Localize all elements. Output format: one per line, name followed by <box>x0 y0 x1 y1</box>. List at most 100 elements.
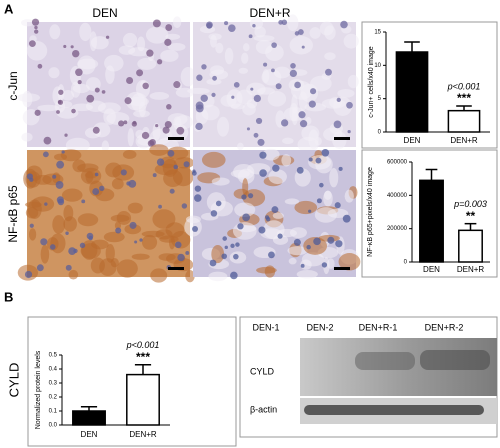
nucleus <box>228 24 236 32</box>
nucleus <box>191 170 197 176</box>
nucleus <box>222 236 227 241</box>
cell <box>131 253 150 260</box>
cell <box>122 149 137 159</box>
panel-label: B <box>4 289 13 304</box>
cell <box>52 215 66 234</box>
cell <box>124 224 142 235</box>
cell <box>90 36 109 50</box>
nucleus <box>209 259 217 267</box>
cell <box>294 200 318 215</box>
nucleus <box>313 237 321 246</box>
nucleus <box>250 87 254 91</box>
nucleus <box>235 242 240 247</box>
nucleus <box>56 110 60 114</box>
nucleus <box>200 94 208 102</box>
nucleus <box>126 181 131 186</box>
p-value: p<0.001 <box>126 340 160 350</box>
cell <box>324 52 336 61</box>
x-tick-label: DEN+R <box>457 265 485 274</box>
cell <box>105 162 122 178</box>
nucleus <box>55 181 64 189</box>
nucleus <box>65 231 69 235</box>
cell <box>127 127 135 147</box>
nucleus <box>177 253 185 262</box>
nucleus <box>34 109 41 116</box>
cell <box>172 166 194 187</box>
nucleus <box>271 206 279 214</box>
cell <box>174 115 193 130</box>
nucleus <box>174 241 182 249</box>
nucleus <box>92 188 100 196</box>
x-tick-label: DEN <box>423 265 440 274</box>
cell <box>141 234 158 250</box>
cell <box>327 258 335 269</box>
cell <box>149 92 170 100</box>
cell <box>68 269 79 280</box>
nucleus <box>118 120 125 127</box>
nucleus <box>176 126 185 135</box>
cell <box>288 257 297 265</box>
nucleus <box>263 62 268 67</box>
scale-bar <box>168 267 184 270</box>
nucleus <box>81 199 86 204</box>
nucleus <box>248 193 254 199</box>
nucleus <box>196 74 203 81</box>
nucleus <box>308 209 312 213</box>
cell <box>65 137 90 153</box>
nucleus <box>131 121 138 127</box>
scale-bar <box>334 137 350 140</box>
nucleus <box>92 126 100 134</box>
nucleus <box>24 270 33 279</box>
nucleus <box>120 169 127 176</box>
nucleus <box>44 202 48 206</box>
nucleus <box>233 253 239 260</box>
nucleus <box>231 95 235 99</box>
blot-row-label: β-actin <box>250 404 277 414</box>
y-tick-label: 0.1 <box>49 409 58 415</box>
nucleus <box>72 49 80 58</box>
nucleus <box>29 223 34 228</box>
nucleus <box>334 202 341 209</box>
nucleus <box>49 244 56 250</box>
bar <box>447 109 481 133</box>
nucleus <box>211 92 216 98</box>
y-tick-label: 0.2 <box>49 395 58 401</box>
lane-label: DEN+R-2 <box>425 322 464 332</box>
nucleus <box>68 247 76 255</box>
nucleus <box>29 40 36 47</box>
cell <box>103 231 125 243</box>
nucleus <box>139 238 143 242</box>
nucleus <box>210 210 218 217</box>
cell <box>347 74 359 89</box>
cell <box>338 253 361 271</box>
cell <box>101 140 110 153</box>
nucleus <box>338 166 343 171</box>
cell <box>137 57 157 70</box>
nucleus <box>335 240 343 248</box>
nucleus <box>70 45 74 49</box>
nucleus <box>293 238 301 246</box>
nucleus <box>268 251 275 259</box>
nucleus <box>86 232 94 240</box>
nucleus <box>281 119 289 127</box>
nucleus <box>215 200 222 207</box>
cell <box>149 144 169 156</box>
nucleus <box>246 127 250 131</box>
nucleus <box>52 174 57 179</box>
nucleus <box>300 263 305 268</box>
x-tick-label: DEN <box>81 430 98 439</box>
y-axis-label: NF-κB p65+pixels/x40 image <box>367 167 374 257</box>
nucleus <box>134 240 138 244</box>
cell <box>323 190 333 207</box>
bar <box>72 410 106 426</box>
nucleus <box>165 24 173 31</box>
nucleus <box>40 238 48 246</box>
cell <box>116 259 138 278</box>
cell <box>287 246 308 256</box>
cell <box>267 90 287 107</box>
cell <box>201 104 220 121</box>
nucleus <box>230 271 238 280</box>
cell <box>230 103 246 110</box>
cell <box>319 21 334 36</box>
nucleus <box>224 21 229 26</box>
